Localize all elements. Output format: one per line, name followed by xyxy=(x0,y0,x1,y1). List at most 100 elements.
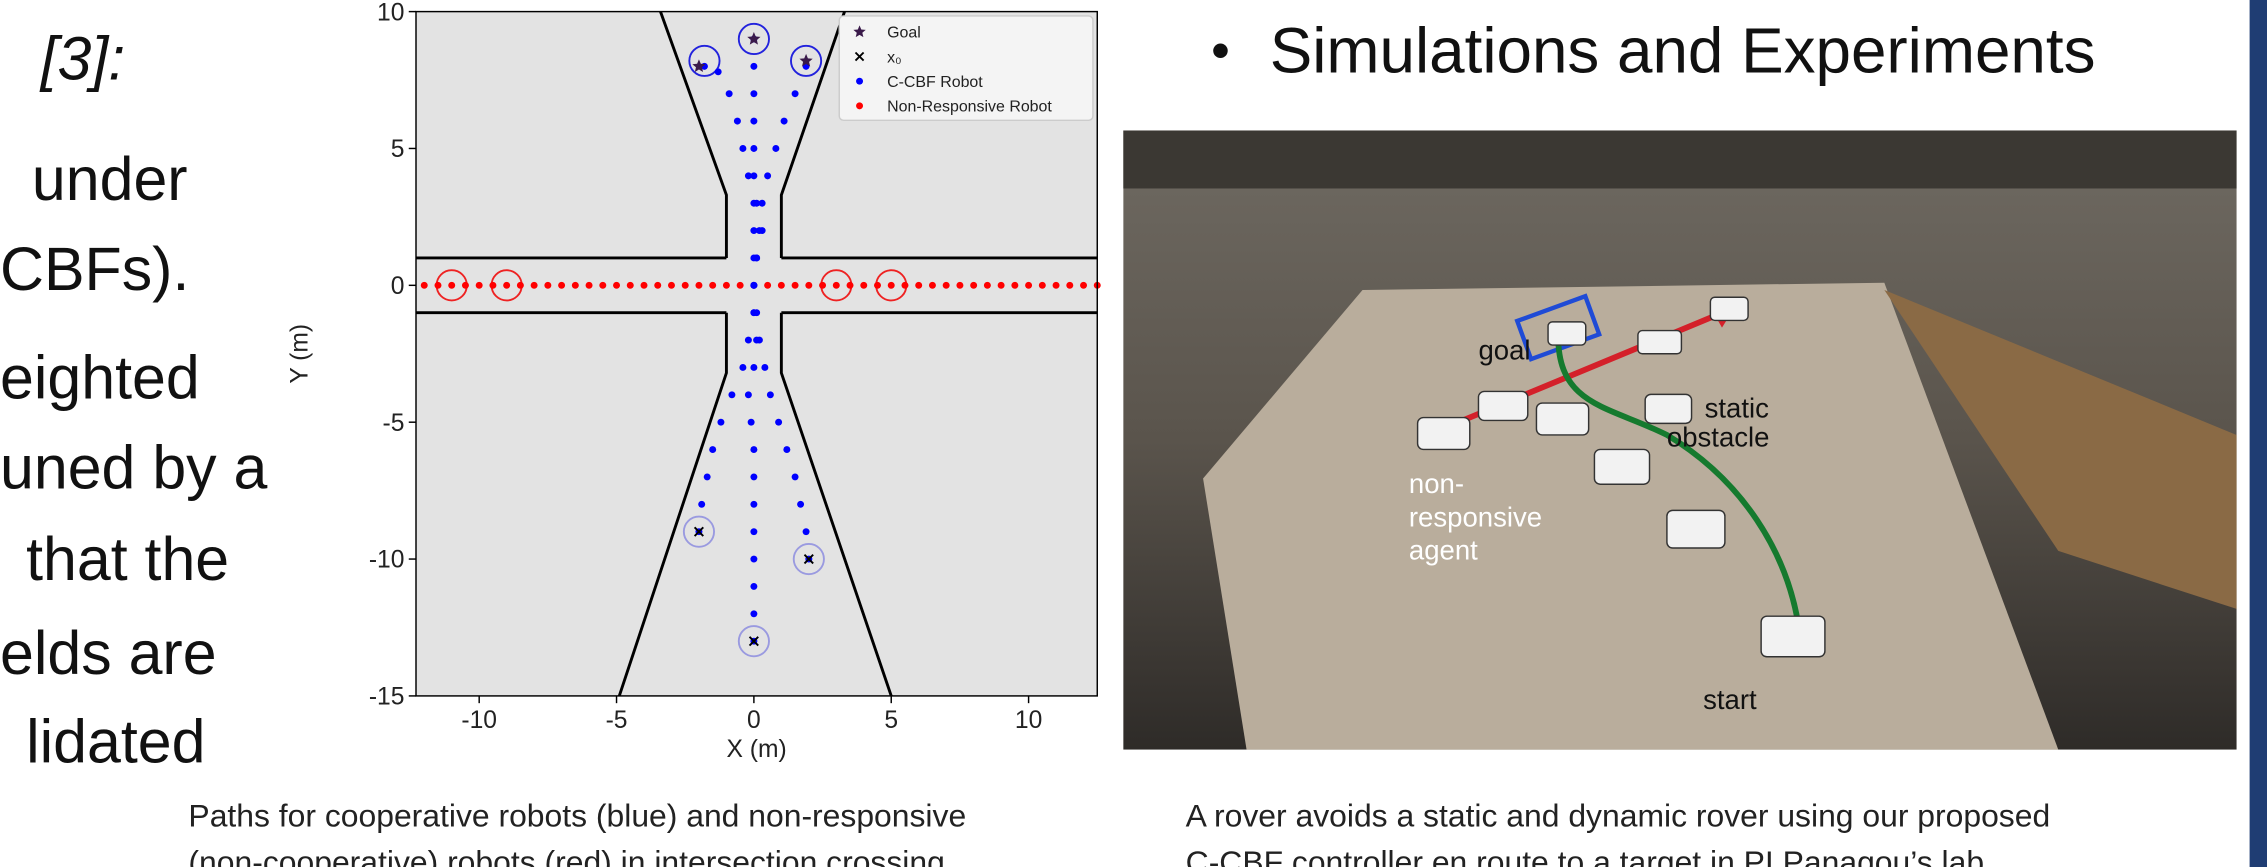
point xyxy=(781,118,788,125)
point xyxy=(531,282,538,289)
point xyxy=(1011,282,1018,289)
point xyxy=(750,63,757,70)
point xyxy=(750,528,757,535)
point xyxy=(599,282,606,289)
point xyxy=(797,501,804,508)
point xyxy=(668,282,675,289)
legend-marker xyxy=(856,78,863,85)
point xyxy=(421,282,428,289)
point xyxy=(572,282,579,289)
point xyxy=(1039,282,1046,289)
legend-label: Non-Responsive Robot xyxy=(887,99,1052,116)
photo-label: static xyxy=(1705,393,1769,424)
point xyxy=(847,282,854,289)
point xyxy=(874,282,881,289)
point xyxy=(772,145,779,152)
point xyxy=(750,556,757,563)
point xyxy=(750,583,757,590)
ceiling xyxy=(1123,130,2236,188)
point xyxy=(462,282,469,289)
point xyxy=(792,282,799,289)
legend-label: x₀ xyxy=(887,49,902,66)
y-tick-label: -15 xyxy=(369,684,405,711)
point xyxy=(750,254,757,261)
point xyxy=(1025,282,1032,289)
point xyxy=(695,282,702,289)
x-tick-label: 5 xyxy=(884,707,898,734)
point xyxy=(641,282,648,289)
point xyxy=(558,282,565,289)
point xyxy=(698,501,705,508)
y-axis-label: Y (m) xyxy=(286,324,313,384)
legend-label: C-CBF Robot xyxy=(887,74,983,91)
point xyxy=(915,282,922,289)
caption: C-CBF controller en route to a target in… xyxy=(1186,844,1984,867)
point xyxy=(503,282,510,289)
point xyxy=(792,473,799,480)
point xyxy=(654,282,661,289)
point xyxy=(767,391,774,398)
slide: [3]: under CBFs). eighted uned by a that… xyxy=(0,0,2267,867)
point xyxy=(901,282,908,289)
point xyxy=(704,473,711,480)
left-text: [3]: xyxy=(39,25,126,93)
photo-label: agent xyxy=(1409,535,1478,566)
x-axis-label: X (m) xyxy=(727,736,787,763)
x-tick-label: -10 xyxy=(461,707,497,734)
y-tick-label: 10 xyxy=(377,0,404,26)
photo: goal static obstacle non- responsive age… xyxy=(1123,130,2236,749)
point xyxy=(435,282,442,289)
point xyxy=(998,282,1005,289)
caption: (non-cooperative) robots (red) in inters… xyxy=(188,844,944,867)
left-text: that the xyxy=(26,525,229,593)
x-tick-label: -5 xyxy=(606,707,628,734)
left-text: lidated xyxy=(26,708,205,776)
point xyxy=(805,282,812,289)
slide-border xyxy=(2250,0,2267,867)
point xyxy=(1053,282,1060,289)
point xyxy=(761,364,768,371)
point xyxy=(984,282,991,289)
point xyxy=(750,145,757,152)
point xyxy=(970,282,977,289)
point xyxy=(750,501,757,508)
legend-marker xyxy=(856,102,863,109)
point xyxy=(759,227,766,234)
point xyxy=(750,90,757,97)
point xyxy=(726,90,733,97)
point xyxy=(750,610,757,617)
point xyxy=(682,282,689,289)
point xyxy=(739,364,746,371)
bullet xyxy=(1213,43,1227,57)
bullet-title: Simulations and Experiments xyxy=(1270,14,2096,86)
point xyxy=(717,419,724,426)
point xyxy=(709,446,716,453)
chart: -10-50510-15-10-50510X (m)Y (m)Goalx₀C-C… xyxy=(286,0,1100,763)
point xyxy=(709,282,716,289)
point xyxy=(764,282,771,289)
left-text: CBFs). xyxy=(0,235,189,303)
caption: Paths for cooperative robots (blue) and … xyxy=(188,797,966,833)
point xyxy=(745,391,752,398)
y-tick-label: -5 xyxy=(383,410,405,437)
point xyxy=(956,282,963,289)
y-tick-label: 5 xyxy=(391,136,405,163)
point xyxy=(750,227,757,234)
point xyxy=(756,337,763,344)
point xyxy=(750,282,757,289)
point xyxy=(888,282,895,289)
point xyxy=(745,337,752,344)
point xyxy=(943,282,950,289)
point xyxy=(750,446,757,453)
point xyxy=(750,118,757,125)
point xyxy=(728,391,735,398)
point xyxy=(715,68,722,75)
page: [3]: under CBFs). eighted uned by a that… xyxy=(0,0,2267,867)
point xyxy=(448,282,455,289)
x-tick-label: 10 xyxy=(1015,707,1042,734)
point xyxy=(476,282,483,289)
point xyxy=(783,446,790,453)
left-text: uned by a xyxy=(0,434,268,502)
point xyxy=(1080,282,1087,289)
point xyxy=(860,282,867,289)
